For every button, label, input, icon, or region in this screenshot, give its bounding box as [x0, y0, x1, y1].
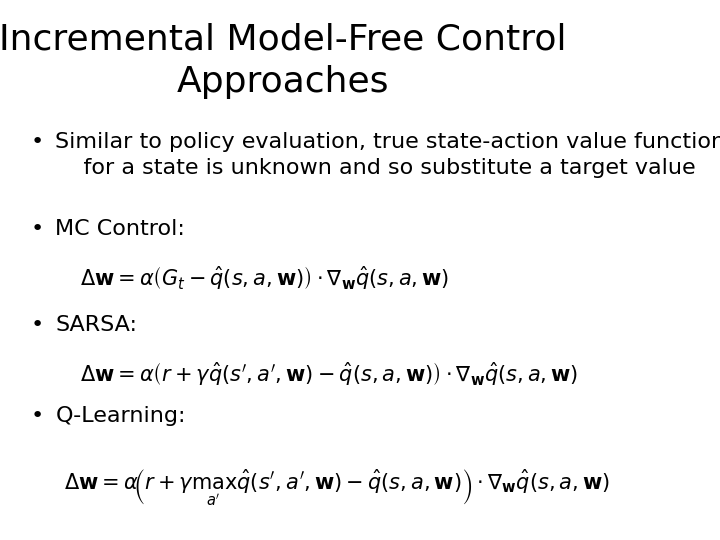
Text: $\Delta\mathbf{w} = \alpha\!\left(r + \gamma\max_{a'}\hat{q}(s', a', \mathbf{w}): $\Delta\mathbf{w} = \alpha\!\left(r + \g…	[63, 467, 610, 507]
Text: Q-Learning:: Q-Learning:	[55, 406, 186, 426]
Text: Similar to policy evaluation, true state-action value function
    for a state i: Similar to policy evaluation, true state…	[55, 132, 720, 178]
Text: Incremental Model-Free Control
Approaches: Incremental Model-Free Control Approache…	[0, 23, 567, 99]
Text: $\Delta\mathbf{w} = \alpha\left(G_t - \hat{q}(s, a, \mathbf{w})\right) \cdot \na: $\Delta\mathbf{w} = \alpha\left(G_t - \h…	[80, 265, 449, 292]
Text: •: •	[31, 315, 44, 335]
Text: •: •	[31, 132, 44, 152]
Text: MC Control:: MC Control:	[55, 219, 185, 240]
Text: •: •	[31, 219, 44, 240]
Text: $\Delta\mathbf{w} = \alpha\left(r + \gamma\hat{q}(s', a', \mathbf{w}) - \hat{q}(: $\Delta\mathbf{w} = \alpha\left(r + \gam…	[80, 360, 578, 388]
Text: SARSA:: SARSA:	[55, 315, 138, 335]
Text: •: •	[31, 406, 44, 426]
